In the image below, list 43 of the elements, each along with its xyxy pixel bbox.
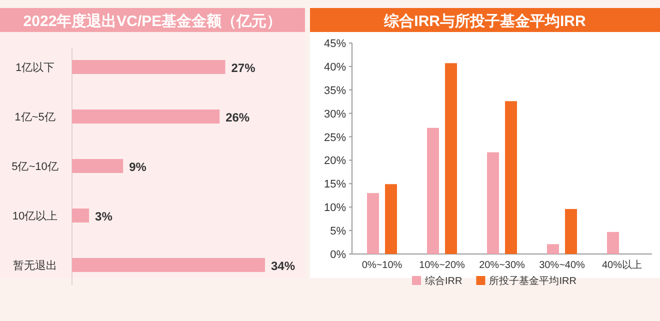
y-tick-label: 暂无退出 (13, 259, 57, 272)
bar (72, 60, 226, 74)
data-label: 34% (271, 259, 296, 273)
y-tick-label: 40% (324, 61, 346, 74)
legend-label: 所投子基金平均IRR (489, 275, 576, 287)
bar (547, 244, 559, 254)
bar (487, 152, 499, 254)
bar (565, 208, 577, 254)
bar (72, 208, 90, 222)
y-tick-label: 10亿以上 (12, 210, 58, 222)
x-tick-label: 10%~20% (419, 260, 466, 271)
bar (72, 159, 124, 173)
y-tick-label: 45% (324, 38, 346, 50)
data-label: 3% (95, 210, 113, 224)
y-tick-label: 10% (324, 202, 346, 214)
legend-label: 综合IRR (425, 275, 462, 287)
y-tick-label: 20% (324, 155, 346, 168)
y-tick-label: 30% (324, 108, 346, 120)
chart-title: 综合IRR与所投子基金平均IRR (383, 13, 586, 30)
y-tick-label: 1亿以下 (15, 61, 55, 74)
data-label: 26% (226, 110, 250, 124)
y-tick-label: 25% (324, 132, 346, 144)
bar (72, 110, 220, 124)
y-tick-label: 35% (324, 84, 346, 97)
data-label: 9% (129, 160, 147, 174)
bar (385, 184, 397, 254)
data-label: 27% (231, 61, 256, 75)
bar (72, 258, 265, 272)
y-tick-label: 5% (330, 226, 346, 238)
x-tick-label: 0%~10% (362, 260, 402, 271)
y-tick-label: 0% (330, 249, 346, 261)
chart-title: 2022年度退出VC/PE基金金额（亿元） (23, 12, 282, 30)
y-tick-label: 15% (324, 178, 346, 191)
y-tick-label: 1亿~5亿 (14, 112, 56, 124)
x-tick-label: 30%~40% (539, 260, 586, 271)
bar (427, 128, 439, 254)
bar (445, 63, 457, 254)
x-tick-label: 20%~30% (479, 260, 526, 271)
y-tick-label: 5亿~10亿 (12, 161, 58, 173)
x-tick-label: 40%以上 (602, 259, 642, 271)
bar (505, 101, 517, 254)
bar (607, 232, 619, 254)
bar (367, 193, 379, 254)
